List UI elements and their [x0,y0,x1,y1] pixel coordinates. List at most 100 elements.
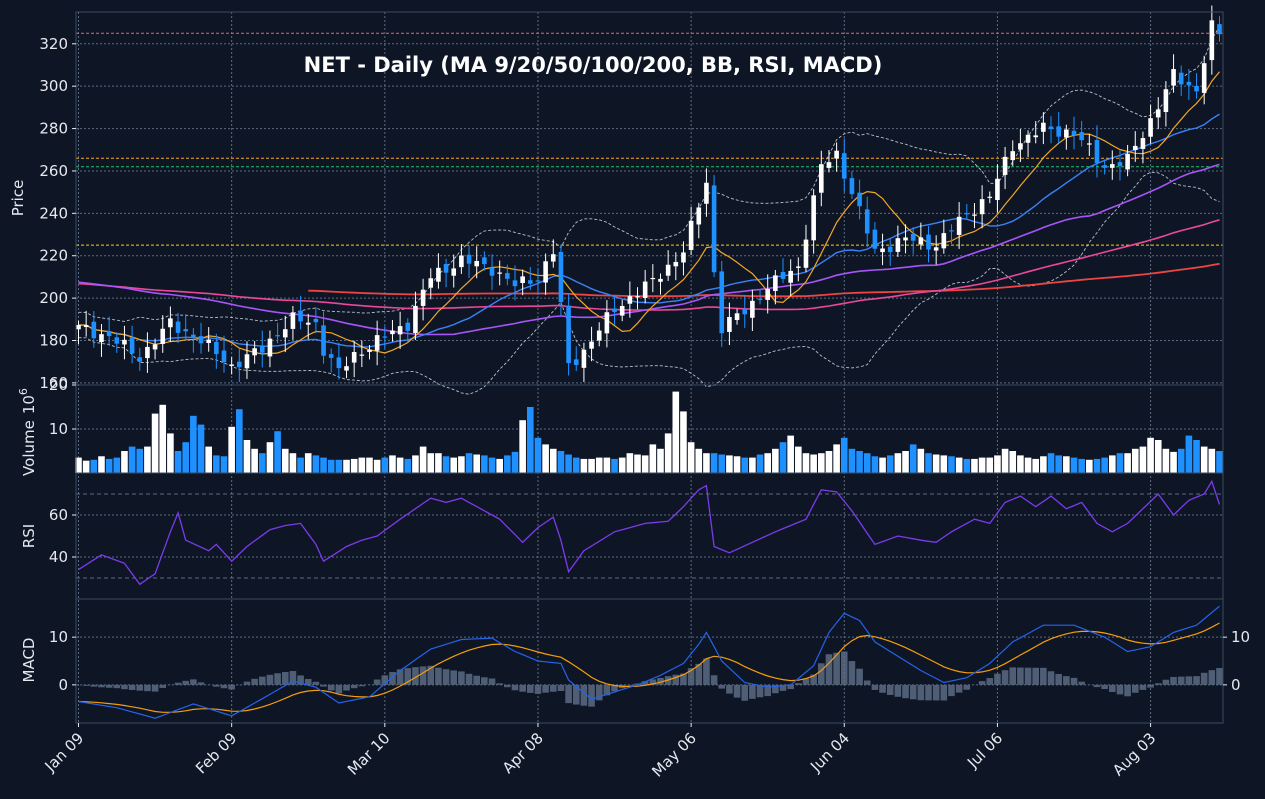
macd-histogram-bar [343,684,350,691]
macd-histogram-bar [266,674,274,685]
volume-bar [435,453,442,473]
candle-body [313,318,319,323]
candle-body [864,209,870,234]
volume-bar [197,424,205,473]
volume-bar [274,431,281,473]
macd-axis-label: MACD [20,638,38,683]
candle-body [1148,118,1153,137]
candle-body [122,339,127,345]
volume-bar [718,454,726,473]
volume-bar [764,453,771,473]
macd-histogram-bar [1101,684,1108,690]
candle-body [298,310,303,322]
macd-histogram-bar [772,684,779,694]
candle-body [76,325,81,330]
macd-histogram-bar [611,684,618,692]
macd-histogram-bar [1063,676,1070,685]
volume-bar [90,459,98,473]
price-tick-label-240: 240 [39,204,68,222]
candle-body [1025,134,1031,143]
macd-histogram-bar [442,669,450,685]
volume-bar [465,453,473,473]
volume-bar [519,420,526,473]
volume-bar [986,457,994,473]
volume-bar [879,457,886,473]
candle-body [673,261,679,267]
candle-body [1018,143,1023,150]
macd-histogram-bar [787,684,794,690]
price-tick-label-200: 200 [39,289,68,307]
candle-body [742,309,748,315]
macd-histogram-bar [680,673,687,685]
volume-bar [389,455,396,473]
volume-bar [1208,448,1216,473]
candle-body [221,350,227,363]
volume-bar [779,442,787,473]
volume-bar [297,457,304,473]
price-tick-label-300: 300 [39,77,68,95]
volume-bar [128,446,136,473]
volume-axis-exponent: 6 [17,388,30,395]
macd-histogram-bar [1131,684,1139,693]
macd-histogram-bar [879,684,886,693]
macd-histogram-bar [1040,667,1047,685]
volume-bar [396,457,404,473]
macd-histogram-bar [909,684,917,700]
rsi-tick-label-60: 60 [49,506,68,524]
macd-histogram-bar [304,678,312,685]
candle-body [91,321,97,339]
price-levels [76,32,1223,246]
volume-bar [228,426,235,473]
candle-body [443,264,449,273]
price-tick-label-320: 320 [39,35,68,53]
volume-bar [350,458,358,473]
macd-histogram-bar [213,684,220,687]
macd-histogram-bar [289,671,297,685]
macd-histogram-bar [718,684,726,689]
volume-bar [220,456,228,473]
candle-body [305,322,311,325]
volume-bar [1032,458,1040,473]
macd-histogram-bar [496,683,503,685]
macd-histogram-bar [557,684,565,692]
macd-histogram-bar [1147,684,1154,688]
candle-body [658,278,663,282]
volume-bar [527,407,534,473]
macd-histogram-bar [710,675,718,685]
price-axis-label: Price [9,180,27,217]
macd-histogram-bar [1017,667,1024,685]
macd-histogram-bar [435,667,442,685]
candle-body [405,322,411,331]
volume-bar [327,459,335,473]
macd-histogram-bar [565,684,572,704]
macd-histogram-bar [534,684,542,694]
volume-bar [572,457,580,473]
volume-bar [932,454,940,473]
candle-body [160,328,166,344]
rsi-tick-label-40: 40 [49,548,68,566]
volume-bar [442,456,450,473]
macd-histogram-bar [703,658,710,685]
macd-histogram-bar [1116,684,1124,695]
candle-body [1087,143,1092,145]
price-tick-label-220: 220 [39,247,68,265]
macd-histogram-bar [98,684,105,688]
macd-histogram-bar [856,668,863,685]
volume-bar [695,448,703,473]
volume-bar [312,455,320,473]
volume-bar [863,453,871,473]
macd-histogram-bar [458,671,465,685]
candle-body [420,289,426,306]
volume-bar [825,451,833,473]
candle-body [941,233,947,249]
macd-histogram-bar [863,680,871,685]
candle-body [282,329,288,338]
candle-body [895,238,901,252]
macd-histogram-bar [871,684,879,690]
macd-histogram-bar [527,684,534,693]
rsi-line [78,479,1221,586]
volume-bar [1055,455,1062,473]
candle-body [1171,69,1176,86]
macd-histogram-bar [312,681,320,685]
